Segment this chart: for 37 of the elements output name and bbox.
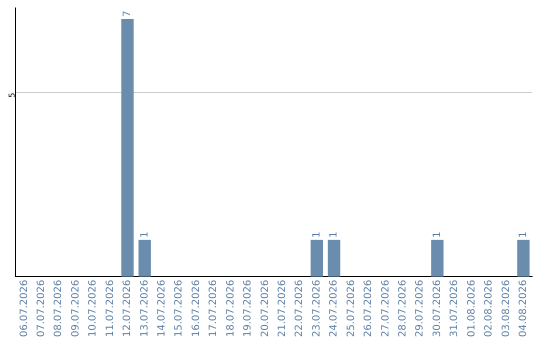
x-tick-label: 03.08.2026	[500, 280, 512, 338]
x-tick-label: 25.07.2026	[346, 280, 357, 338]
x-tick-label: 19.07.2026	[242, 280, 254, 338]
data-label: 1	[518, 232, 529, 238]
data-label: 1	[432, 232, 443, 238]
data-label: 1	[311, 232, 322, 238]
x-tick-label: 31.07.2026	[449, 280, 460, 338]
x-tick-label: 06.07.2026	[18, 280, 30, 338]
data-label: 1	[139, 232, 150, 238]
x-tick-label: 13.07.2026	[139, 280, 150, 338]
x-tick-label: 20.07.2026	[260, 280, 271, 338]
x-tick-label: 27.07.2026	[380, 280, 392, 338]
x-tick-label: 24.07.2026	[328, 280, 340, 338]
x-tick-label: 09.07.2026	[70, 280, 82, 338]
x-tick-label: 16.07.2026	[190, 280, 202, 338]
x-tick-label: 30.07.2026	[432, 280, 443, 338]
x-tick-label: 21.07.2026	[277, 280, 288, 338]
x-tick-label: 02.08.2026	[484, 280, 495, 338]
x-tick-label: 07.07.2026	[36, 280, 48, 338]
data-label: 7	[122, 10, 134, 18]
data-label: 1	[328, 232, 340, 238]
x-tick-label: 15.07.2026	[174, 280, 185, 338]
x-tick-label: 17.07.2026	[208, 280, 220, 338]
x-tick-label: 29.07.2026	[414, 280, 426, 338]
x-tick-label: 11.07.2026	[104, 280, 116, 338]
x-tick-label: 12.07.2026	[122, 280, 134, 338]
x-tick-label: 08.07.2026	[53, 280, 64, 338]
y-tick-label: 5	[8, 92, 17, 98]
x-tick-label: 04.08.2026	[518, 280, 529, 338]
x-tick-label: 26.07.2026	[363, 280, 374, 338]
x-tick-label: 28.07.2026	[397, 280, 408, 338]
x-tick-label: 18.07.2026	[225, 280, 236, 338]
x-tick-label: 22.07.2026	[294, 280, 306, 338]
x-tick-label: 01.08.2026	[466, 280, 478, 338]
x-tick-label: 23.07.2026	[311, 280, 322, 338]
x-tick-label: 14.07.2026	[156, 280, 168, 338]
x-tick-label: 10.07.2026	[88, 280, 99, 338]
